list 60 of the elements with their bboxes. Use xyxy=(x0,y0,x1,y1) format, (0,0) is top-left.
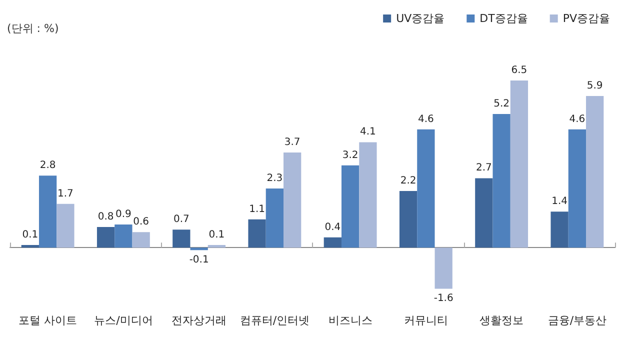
bar xyxy=(417,129,435,248)
bar xyxy=(434,248,452,289)
bar xyxy=(56,204,74,248)
bar xyxy=(359,142,377,248)
data-label: 1.7 xyxy=(58,188,74,200)
x-tick-label: 전자상거래 xyxy=(172,314,227,327)
data-label: 0.1 xyxy=(208,230,225,241)
bar xyxy=(399,191,418,248)
data-label: 2.7 xyxy=(476,162,492,174)
data-label: 1.4 xyxy=(552,196,568,208)
data-label: 4.6 xyxy=(418,114,434,125)
data-label: 1.1 xyxy=(249,204,265,215)
bar xyxy=(586,96,604,248)
bar xyxy=(190,248,208,250)
bar xyxy=(492,114,510,248)
y-axis-title: (단위 : %) xyxy=(7,22,59,35)
x-tick-label: 컴퓨터/인터넷 xyxy=(240,314,310,327)
data-label: 2.8 xyxy=(40,160,56,172)
bar xyxy=(341,165,360,248)
x-tick-label: 생활정보 xyxy=(480,314,524,327)
bar xyxy=(208,245,226,248)
bar xyxy=(21,245,39,248)
bar xyxy=(550,212,568,248)
bar xyxy=(132,232,150,248)
data-label: -0.1 xyxy=(189,254,209,266)
data-label: 0.6 xyxy=(133,216,150,228)
bar xyxy=(38,176,57,248)
data-label: -1.6 xyxy=(434,293,454,304)
data-label: 0.4 xyxy=(324,222,341,233)
x-tick-label: 커뮤니티 xyxy=(404,314,448,327)
x-tick-label: 뉴스/미디어 xyxy=(94,314,153,327)
data-label: 5.2 xyxy=(494,98,510,110)
data-label: 2.3 xyxy=(266,172,283,184)
x-tick-label: 금융/부동산 xyxy=(548,314,607,327)
data-label: 4.6 xyxy=(569,114,586,125)
legend-label: UV증감율 xyxy=(396,12,445,25)
bar xyxy=(284,152,302,248)
data-label: 0.7 xyxy=(173,214,190,226)
bar xyxy=(266,188,284,248)
bar xyxy=(475,178,493,248)
legend-label: PV증감율 xyxy=(562,12,610,25)
x-tick-label: 비즈니스 xyxy=(328,314,372,327)
data-label: 0.1 xyxy=(22,230,38,241)
x-tick-label: 포털 사이트 xyxy=(18,314,78,327)
bar xyxy=(172,230,190,248)
data-label: 3.7 xyxy=(284,137,300,148)
bar xyxy=(568,129,586,248)
bar xyxy=(324,237,342,248)
data-label: 6.5 xyxy=(511,65,528,76)
data-label: 3.2 xyxy=(342,150,358,161)
bar xyxy=(96,227,115,248)
bar xyxy=(114,224,132,248)
legend-label: DT증감율 xyxy=(480,12,528,25)
bar xyxy=(248,219,266,248)
data-label: 4.1 xyxy=(360,126,376,138)
data-label: 5.9 xyxy=(586,80,603,92)
data-label: 0.8 xyxy=(98,212,114,223)
bar xyxy=(510,80,528,248)
data-label: 2.2 xyxy=(400,176,416,187)
data-label: 0.9 xyxy=(115,208,132,220)
